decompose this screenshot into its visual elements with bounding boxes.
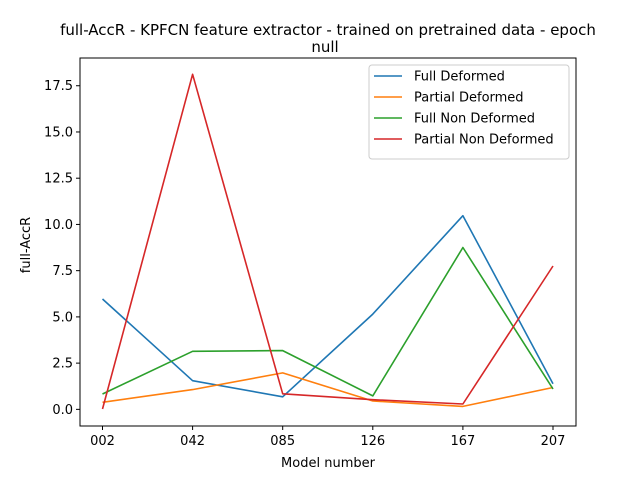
series-line-2 [102,372,554,408]
legend-box [368,64,570,160]
y-tick-label: 15.0 [44,125,73,140]
x-tick-label: 085 [270,434,295,449]
x-tick-label: 042 [180,434,205,449]
x-tick-label: 126 [360,434,385,449]
y-tick-label: 7.5 [52,264,73,279]
series-line-3 [102,246,554,397]
legend-label-2: Partial Deformed [414,91,524,106]
y-tick-label: 12.5 [44,172,73,187]
plot-frame [79,57,577,427]
y-tick-label: 0.0 [52,403,73,418]
chart-title-line1: full-AccR - KPFCN feature extractor - tr… [60,21,596,39]
y-tick-label: 2.5 [52,357,73,372]
plot-area: 002 042 085 126 167 207 0.0 2.5 5.0 7.5 10.0 12.5 15… [44,57,577,449]
series-line-4 [101,73,554,410]
series-line-1 [101,214,554,398]
chart-title-line2: null [311,38,338,56]
x-tick-label: 207 [541,434,566,449]
x-tick-label: 002 [90,434,115,449]
legend-label-4: Partial Non Deformed [414,133,554,148]
x-tick-label: 167 [450,434,475,449]
x-axis-label: Model number [281,456,376,471]
y-tick-label: 17.5 [44,79,73,94]
legend-label-3: Full Non Deformed [414,112,535,127]
y-tick-label: 10.0 [44,218,73,233]
legend-label-1: Full Deformed [414,70,505,85]
y-tick-label: 5.0 [52,310,73,325]
y-axis-label: full-AccR [19,217,34,273]
